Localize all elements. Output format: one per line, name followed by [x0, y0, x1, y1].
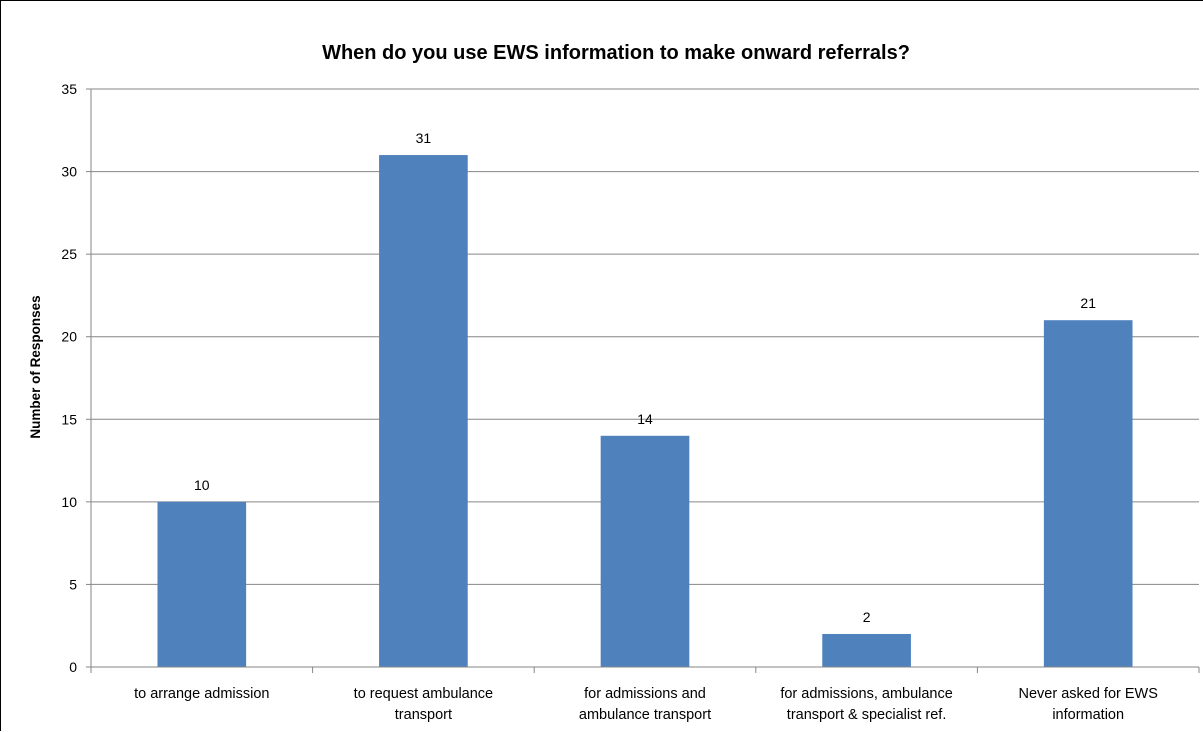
- bar: [379, 155, 468, 668]
- x-category-label-line: transport & specialist ref.: [787, 707, 947, 723]
- y-tick-label: 25: [61, 246, 77, 262]
- x-category-label: for admissions and ambulance transport: [579, 686, 711, 723]
- y-axis-label: Number of Responses: [28, 295, 43, 438]
- chart-title: When do you use EWS information to make …: [322, 42, 910, 64]
- x-category-label: for admissions, ambulance transport & spe…: [780, 686, 952, 723]
- y-tick-label: 35: [61, 81, 77, 97]
- data-label: 31: [416, 130, 432, 146]
- x-category-label-line: for admissions, ambulance: [780, 686, 952, 702]
- bar: [822, 633, 911, 667]
- data-label: 21: [1080, 295, 1096, 311]
- y-tick-label: 10: [61, 494, 77, 510]
- y-tick-label: 5: [69, 576, 77, 592]
- y-axis-ticks: 0 5 10 15 20 25 30 35: [61, 81, 77, 675]
- bar: [600, 435, 690, 667]
- y-tick-label: 20: [61, 329, 77, 345]
- data-label: 2: [863, 609, 871, 625]
- x-category-label-line: to request ambulance: [354, 686, 493, 702]
- y-tick-label: 15: [61, 411, 77, 427]
- x-category-label-line: for admissions and: [584, 686, 706, 702]
- x-category-label: Never asked for EWS information: [1018, 686, 1157, 723]
- x-category-label-line: information: [1052, 707, 1124, 723]
- x-category-label-line: Never asked for EWS: [1018, 686, 1157, 702]
- data-label: 14: [637, 411, 653, 427]
- x-category-label: to request ambulance transport: [354, 686, 493, 723]
- data-label: 10: [194, 477, 210, 493]
- x-category-label-line: transport: [395, 707, 452, 723]
- gridlines: [91, 88, 1199, 585]
- y-tick-label: 0: [69, 659, 77, 675]
- data-labels: 10 31 14 2 21: [194, 130, 1096, 625]
- x-axis-categories: to arrange admission to request ambulance…: [134, 686, 1158, 723]
- y-tick-label: 30: [61, 164, 77, 180]
- x-category-label: to arrange admission: [134, 686, 269, 702]
- x-category-label-line: ambulance transport: [579, 707, 711, 723]
- bar: [157, 501, 247, 667]
- x-category-label-line: to arrange admission: [134, 686, 269, 702]
- bars: [157, 155, 1133, 668]
- axes: [86, 88, 1200, 673]
- bar: [1043, 320, 1133, 667]
